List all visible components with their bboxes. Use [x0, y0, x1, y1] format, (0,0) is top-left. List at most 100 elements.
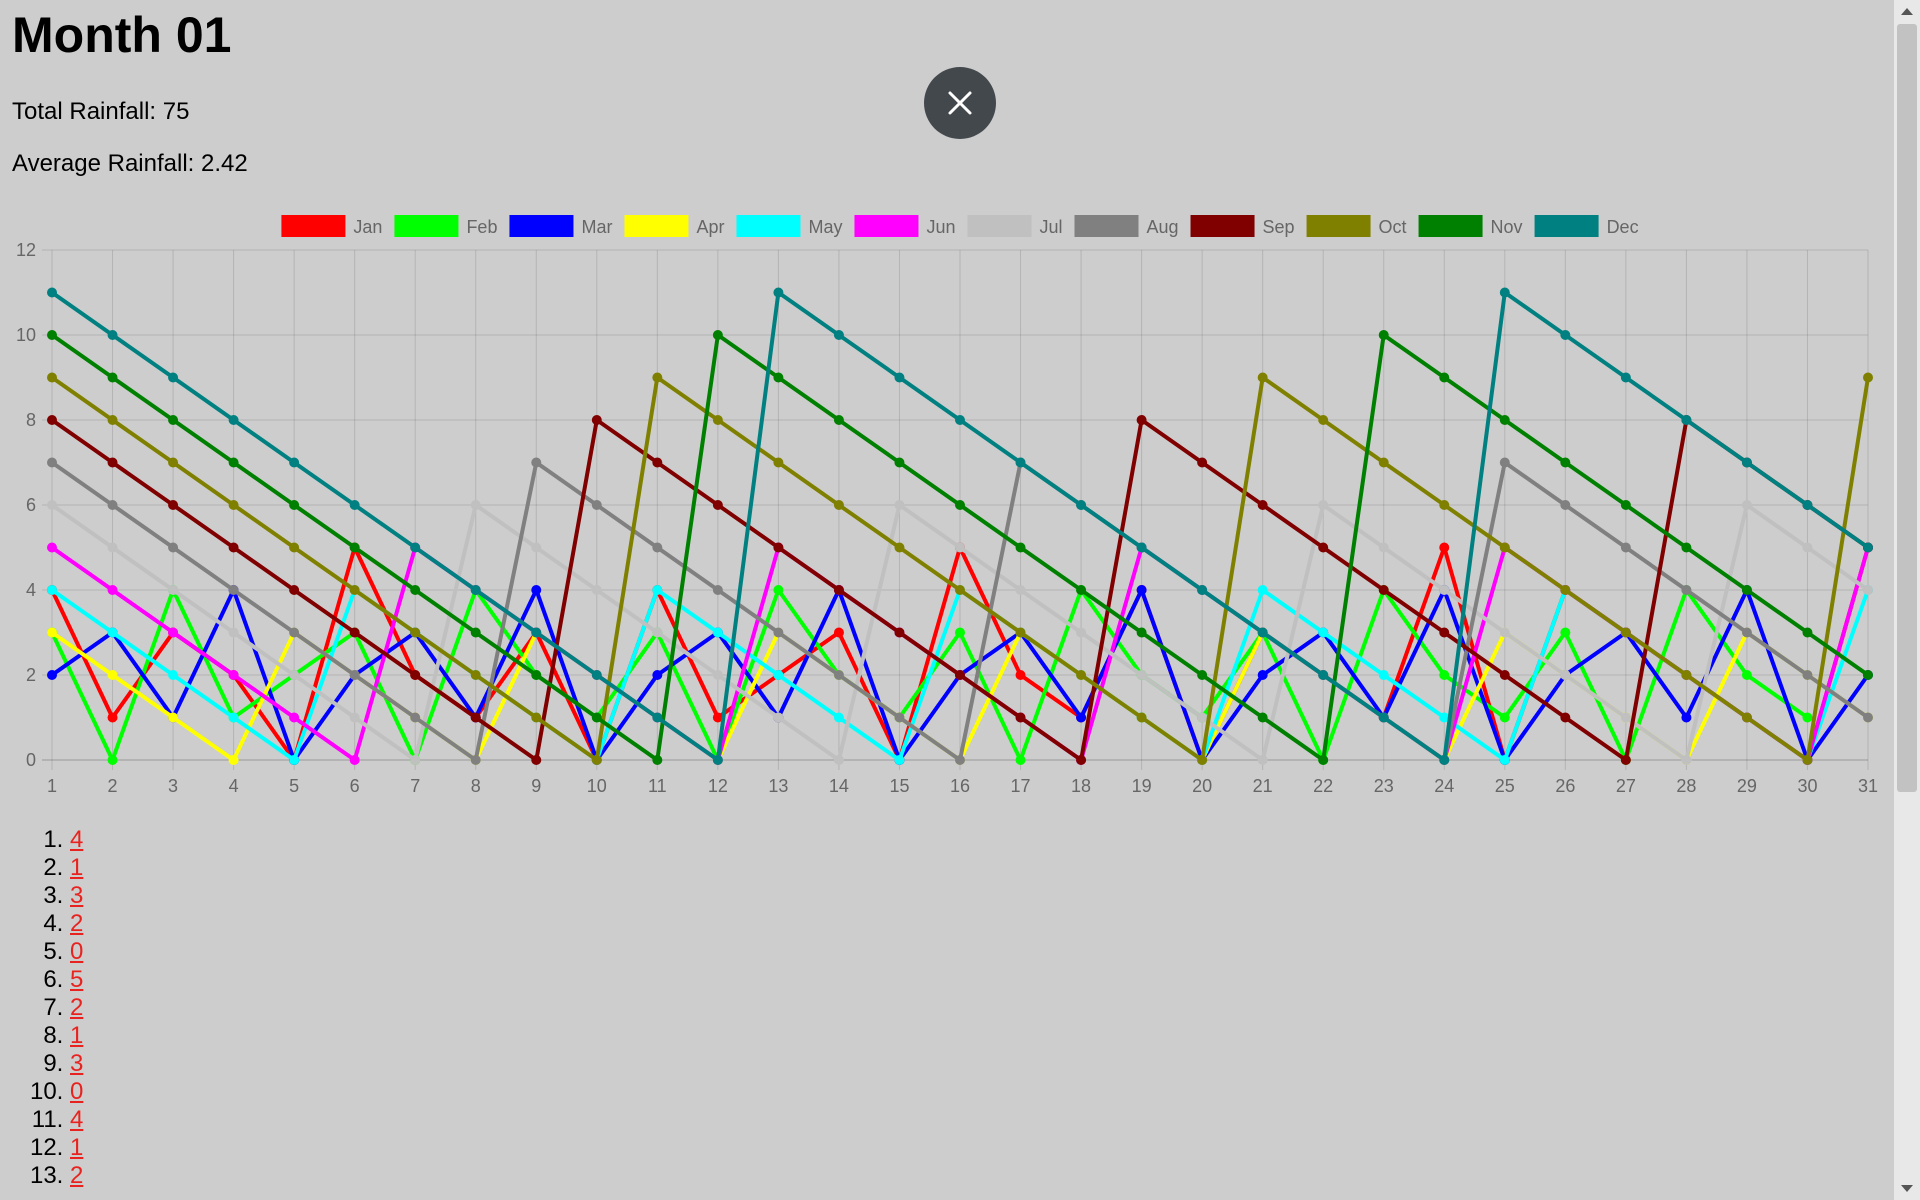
close-button[interactable]: [924, 67, 996, 139]
data-point-sep: [773, 542, 784, 553]
legend-swatch-sep: [1190, 215, 1255, 237]
data-point-mar: [1136, 585, 1147, 595]
data-point-jul: [410, 755, 421, 765]
x-tick-label: 30: [1797, 776, 1817, 796]
average-rainfall: Average Rainfall: 2.42: [12, 150, 248, 177]
data-point-dec: [894, 372, 905, 383]
vertical-scrollbar[interactable]: [1894, 0, 1920, 1200]
legend-label-jan: Jan: [353, 217, 382, 237]
data-point-sep: [531, 755, 542, 765]
data-point-aug: [773, 627, 784, 638]
data-point-nov: [1015, 542, 1026, 553]
legend-label-sep: Sep: [1263, 217, 1295, 237]
legend-label-dec: Dec: [1607, 217, 1639, 237]
data-point-oct: [107, 415, 118, 425]
data-point-nov: [1378, 330, 1389, 340]
legend-swatch-aug: [1074, 215, 1139, 237]
data-point-oct: [1620, 627, 1631, 638]
x-tick-label: 21: [1253, 776, 1273, 796]
data-point-jul: [1318, 500, 1329, 510]
data-point-aug: [531, 457, 542, 468]
day-link[interactable]: 1: [70, 1022, 84, 1049]
data-point-nov: [1863, 670, 1873, 680]
x-tick-label: 18: [1071, 776, 1091, 796]
day-link[interactable]: 1: [70, 1134, 84, 1161]
x-tick-label: 1: [47, 776, 57, 796]
scroll-thumb[interactable]: [1897, 24, 1917, 792]
data-point-dec: [1741, 457, 1752, 468]
x-tick-label: 19: [1132, 776, 1152, 796]
data-point-dec: [1439, 755, 1450, 765]
data-point-jul: [894, 500, 905, 510]
data-point-jul: [531, 542, 542, 553]
list-item: 3: [70, 882, 83, 910]
data-point-may: [1378, 670, 1389, 680]
data-point-aug: [1499, 457, 1510, 468]
data-point-may: [228, 712, 239, 723]
legend-label-jun: Jun: [926, 217, 955, 237]
day-link[interactable]: 5: [70, 966, 84, 993]
x-tick-label: 10: [587, 776, 607, 796]
y-tick-label: 2: [26, 665, 36, 685]
data-point-jan: [833, 627, 844, 638]
data-point-mar: [1257, 670, 1268, 680]
data-point-dec: [1015, 457, 1026, 468]
legend-label-may: May: [808, 217, 842, 237]
data-point-nov: [773, 372, 784, 383]
data-point-nov: [168, 415, 179, 425]
data-point-aug: [107, 500, 118, 510]
data-point-oct: [1741, 712, 1752, 723]
scroll-down-icon[interactable]: [1901, 1185, 1913, 1192]
day-link[interactable]: 2: [70, 910, 84, 937]
x-tick-label: 28: [1676, 776, 1696, 796]
day-link[interactable]: 0: [70, 938, 84, 965]
x-tick-label: 29: [1737, 776, 1757, 796]
x-tick-label: 20: [1192, 776, 1212, 796]
legend-swatch-may: [736, 215, 801, 237]
data-point-dec: [1802, 500, 1813, 510]
data-point-oct: [1802, 755, 1813, 765]
data-point-jul: [1015, 585, 1026, 595]
data-point-oct: [531, 712, 542, 723]
data-point-jul: [1378, 542, 1389, 553]
data-point-feb: [1015, 755, 1026, 765]
data-point-aug: [410, 712, 421, 723]
data-point-nov: [289, 500, 300, 510]
data-point-aug: [833, 670, 844, 680]
data-point-sep: [955, 670, 965, 680]
legend-label-feb: Feb: [466, 217, 497, 237]
data-point-dec: [1136, 542, 1147, 553]
day-link[interactable]: 2: [70, 994, 84, 1021]
data-point-sep: [1439, 627, 1450, 638]
data-point-oct: [833, 500, 844, 510]
day-link[interactable]: 1: [70, 854, 84, 881]
day-link[interactable]: 0: [70, 1078, 84, 1105]
data-point-jul: [1620, 712, 1631, 723]
data-point-oct: [289, 542, 300, 553]
day-link[interactable]: 4: [70, 1106, 84, 1133]
day-link[interactable]: 2: [70, 1162, 84, 1189]
x-tick-label: 8: [471, 776, 481, 796]
data-point-jul: [228, 627, 239, 638]
data-point-nov: [410, 585, 421, 595]
data-point-sep: [289, 585, 300, 595]
data-point-jul: [1439, 585, 1450, 595]
scroll-up-icon[interactable]: [1901, 8, 1913, 15]
legend-swatch-dec: [1534, 215, 1599, 237]
data-point-jun: [289, 712, 300, 723]
data-point-dec: [1681, 415, 1692, 425]
data-point-jul: [1136, 670, 1147, 680]
data-point-may: [1257, 585, 1268, 595]
data-point-may: [894, 755, 905, 765]
data-point-oct: [1863, 372, 1873, 383]
data-point-may: [652, 585, 663, 595]
day-link[interactable]: 3: [70, 882, 84, 909]
day-link[interactable]: 4: [70, 826, 84, 853]
x-tick-label: 3: [168, 776, 178, 796]
day-link[interactable]: 3: [70, 1050, 84, 1077]
data-point-sep: [1499, 670, 1510, 680]
data-point-apr: [107, 670, 118, 680]
data-point-sep: [591, 415, 602, 425]
data-point-oct: [47, 372, 57, 383]
data-point-oct: [1681, 670, 1692, 680]
